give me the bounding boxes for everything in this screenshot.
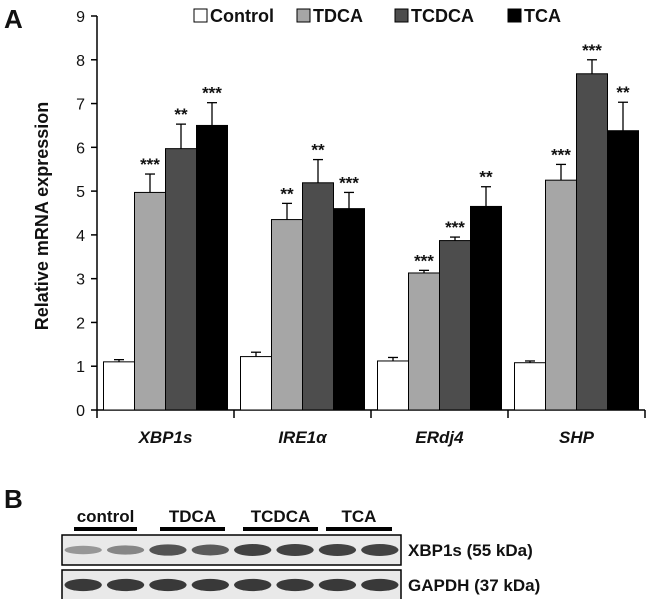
panel-a-label: A xyxy=(4,4,23,34)
bar xyxy=(103,361,135,411)
blot-band xyxy=(149,544,187,556)
blot-group-bar xyxy=(243,527,318,531)
legend-swatch xyxy=(296,8,311,23)
bar xyxy=(377,360,409,411)
legend-label: TDCA xyxy=(313,6,363,26)
blot-band xyxy=(191,544,229,556)
blot-row-label: XBP1s (55 kDa) xyxy=(408,541,533,560)
blot-group-label: TCA xyxy=(342,507,377,526)
panel-b-label: B xyxy=(4,484,23,514)
blot-group-label: control xyxy=(77,507,135,526)
significance-label: *** xyxy=(140,155,160,174)
significance-label: *** xyxy=(445,218,465,237)
x-category-label: ERdj4 xyxy=(415,428,464,447)
blot-band xyxy=(149,578,187,592)
blot-group-bar xyxy=(326,527,392,531)
x-category-label: XBP1s xyxy=(138,428,193,447)
bar xyxy=(439,240,471,411)
y-tick-label: 2 xyxy=(76,315,85,332)
blot-band xyxy=(234,578,272,592)
y-tick-label: 9 xyxy=(76,9,85,26)
blot-group-bar xyxy=(160,527,225,531)
bar xyxy=(165,148,197,411)
y-axis-label: Relative mRNA expression xyxy=(32,102,52,330)
legend-swatch xyxy=(394,8,409,23)
y-tick-label: 7 xyxy=(76,97,85,114)
significance-label: *** xyxy=(339,173,359,192)
blot-band xyxy=(318,544,357,556)
blot-group-label: TDCA xyxy=(169,507,216,526)
blot-band xyxy=(361,578,399,592)
blot-band xyxy=(64,545,102,555)
y-tick-label: 1 xyxy=(76,359,85,376)
bar xyxy=(196,124,228,411)
western-blot: control TDCA TCDCA TCA XBP1s (55 kDa) GAPDH (… xyxy=(61,507,540,599)
y-tick-label: 4 xyxy=(76,228,85,245)
blot-band xyxy=(64,578,102,592)
significance-label: *** xyxy=(202,84,222,103)
bar xyxy=(302,182,334,411)
blot-band xyxy=(276,544,314,556)
blot-band xyxy=(106,578,145,592)
significance-label: *** xyxy=(551,145,571,164)
bar xyxy=(545,179,577,411)
bar xyxy=(271,219,303,411)
legend-label: Control xyxy=(210,6,274,26)
significance-label: *** xyxy=(414,251,434,270)
significance-label: *** xyxy=(582,41,602,60)
legend: Control TDCA TCDCA TCA xyxy=(193,6,561,26)
bar xyxy=(514,362,546,411)
bar xyxy=(470,205,502,411)
blot-group-bar xyxy=(74,527,137,531)
y-tick-label: 6 xyxy=(76,140,85,157)
significance-label: ** xyxy=(479,168,493,187)
legend-swatch xyxy=(193,8,208,23)
y-tick-label: 3 xyxy=(76,272,85,289)
bar xyxy=(607,130,639,411)
x-category-label: SHP xyxy=(559,428,595,447)
blot-group-label: TCDCA xyxy=(251,507,311,526)
bar xyxy=(240,356,272,411)
blot-band xyxy=(361,544,399,556)
legend-label: TCA xyxy=(524,6,561,26)
y-tick-label: 5 xyxy=(76,184,85,201)
blot-band xyxy=(318,578,357,592)
significance-label: ** xyxy=(616,83,630,102)
significance-label: ** xyxy=(311,141,325,160)
legend-label: TCDCA xyxy=(411,6,474,26)
bar xyxy=(333,208,365,411)
blot-band xyxy=(191,578,229,592)
bar-chart: 0123456789********XBP1s*******IRE1α*****… xyxy=(76,9,646,447)
x-category-label: IRE1α xyxy=(278,428,328,447)
legend-swatch xyxy=(507,8,522,23)
blot-band xyxy=(234,544,272,556)
significance-label: ** xyxy=(280,184,294,203)
y-tick-label: 8 xyxy=(76,53,85,70)
y-tick-label: 0 xyxy=(76,403,85,420)
blot-row-label: GAPDH (37 kDa) xyxy=(408,576,540,595)
significance-label: ** xyxy=(174,105,188,124)
blot-band xyxy=(276,578,314,592)
bar xyxy=(576,73,608,411)
bar xyxy=(134,191,166,411)
bar xyxy=(408,272,440,411)
blot-band xyxy=(106,545,145,555)
